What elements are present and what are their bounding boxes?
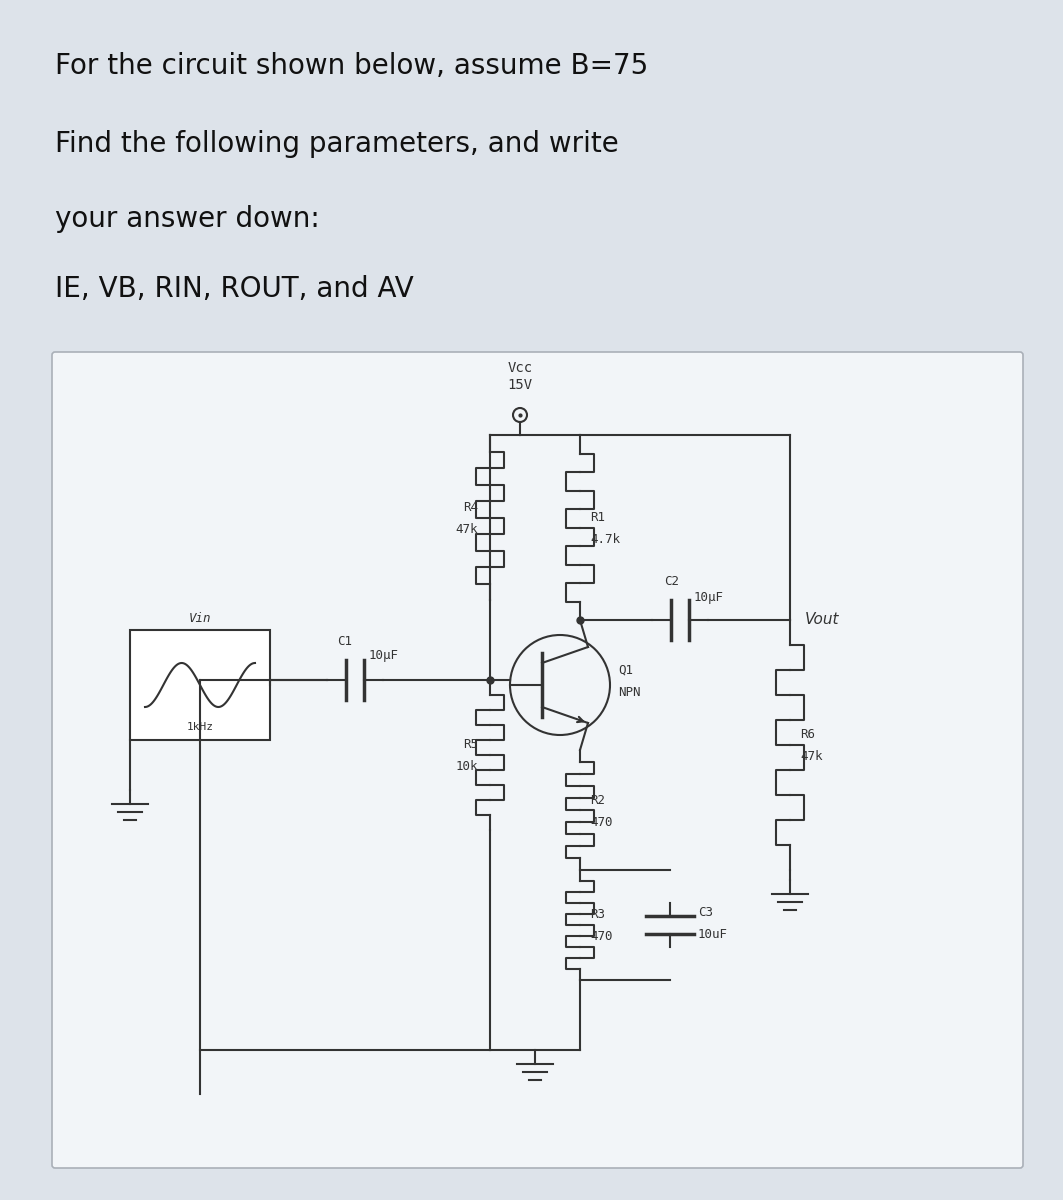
Text: C2: C2 — [664, 575, 679, 588]
Text: 10k: 10k — [456, 761, 478, 774]
Text: Find the following parameters, and write: Find the following parameters, and write — [55, 130, 619, 158]
Text: R6: R6 — [800, 728, 815, 742]
Text: Vout: Vout — [805, 612, 840, 628]
Text: 47k: 47k — [456, 523, 478, 536]
Text: C3: C3 — [698, 906, 713, 919]
Text: 470: 470 — [590, 816, 612, 828]
Text: Q1: Q1 — [618, 664, 632, 677]
Text: For the circuit shown below, assume B=75: For the circuit shown below, assume B=75 — [55, 52, 648, 80]
Text: Vin: Vin — [189, 612, 212, 625]
Text: Vcc: Vcc — [507, 361, 533, 374]
Text: 47k: 47k — [800, 750, 823, 763]
Text: 10uF: 10uF — [698, 929, 728, 942]
Text: 10μF: 10μF — [369, 649, 399, 662]
Text: 4.7k: 4.7k — [590, 533, 620, 546]
Text: C1: C1 — [337, 635, 353, 648]
Text: R4: R4 — [463, 502, 478, 514]
Text: your answer down:: your answer down: — [55, 205, 320, 233]
Text: R5: R5 — [463, 738, 478, 751]
Bar — [130, 630, 270, 740]
Text: R3: R3 — [590, 908, 605, 922]
Text: 1kHz: 1kHz — [186, 722, 214, 732]
Text: NPN: NPN — [618, 686, 641, 700]
Text: 10μF: 10μF — [694, 590, 724, 604]
FancyBboxPatch shape — [52, 352, 1023, 1168]
Text: R1: R1 — [590, 511, 605, 524]
Text: R2: R2 — [590, 793, 605, 806]
Text: 15V: 15V — [507, 378, 533, 392]
Text: 470: 470 — [590, 930, 612, 943]
Text: IE, VB, RIN, ROUT, and AV: IE, VB, RIN, ROUT, and AV — [55, 275, 414, 302]
